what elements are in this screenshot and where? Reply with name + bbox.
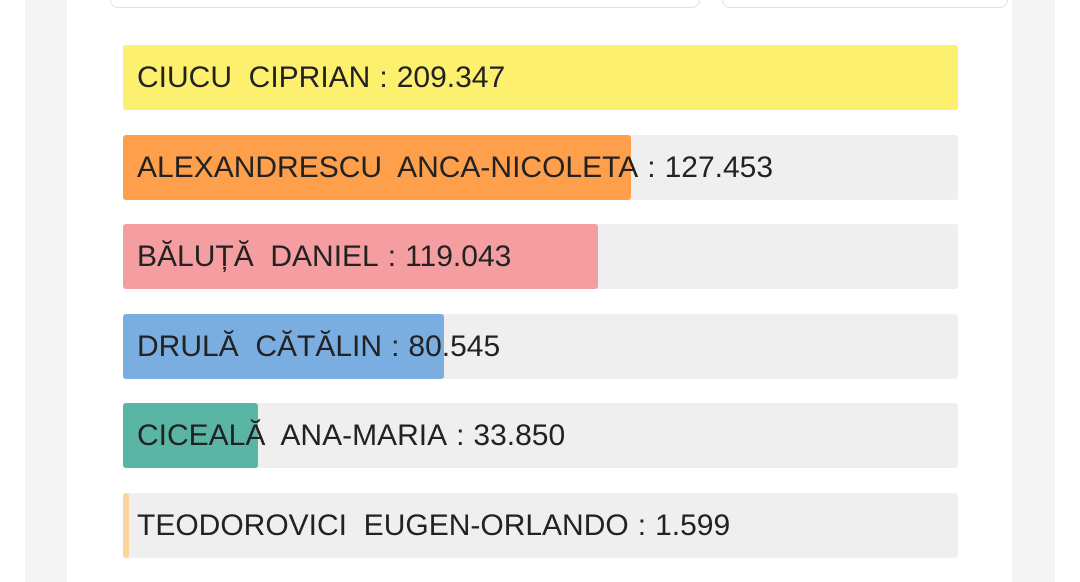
separator: : bbox=[379, 61, 388, 94]
candidate-name: DRULĂ CĂTĂLIN bbox=[137, 329, 383, 363]
value-label: 80.545 bbox=[408, 329, 501, 363]
bar bbox=[123, 45, 958, 110]
bar-label: TEODOROVICI EUGEN-ORLANDO:1.599 bbox=[137, 493, 730, 558]
bar-label: ALEXANDRESCU ANCA-NICOLETA:127.453 bbox=[137, 135, 773, 200]
bar-label: CIUCU CIPRIAN:209.347 bbox=[137, 45, 505, 110]
value-label: 209.347 bbox=[396, 61, 506, 94]
separator: : bbox=[647, 150, 656, 184]
bar bbox=[123, 492, 130, 558]
candidate-name: CIUCU CIPRIAN bbox=[137, 61, 371, 94]
bar-track: DRULĂ CĂTĂLIN:80.545 bbox=[123, 313, 958, 379]
separator: : bbox=[391, 329, 400, 363]
value-label: 127.453 bbox=[664, 150, 774, 184]
bar bbox=[123, 134, 632, 200]
bar-track: ALEXANDRESCU ANCA-NICOLETA:127.453 bbox=[123, 134, 958, 200]
bar bbox=[123, 313, 445, 379]
bar-track: BĂLUȚĂ DANIEL:119.043 bbox=[123, 224, 958, 289]
bar-track: CIUCU CIPRIAN:209.347 bbox=[123, 45, 958, 110]
tab[interactable] bbox=[110, 0, 700, 8]
value-label: 33.850 bbox=[473, 419, 566, 452]
bar bbox=[123, 224, 598, 289]
separator: : bbox=[456, 419, 465, 452]
candidate-name: TEODOROVICI EUGEN-ORLANDO bbox=[137, 508, 629, 542]
bar-label: CICEALĂ ANA-MARIA:33.850 bbox=[137, 403, 565, 468]
candidate-name: CICEALĂ ANA-MARIA bbox=[137, 419, 448, 452]
bar-label: DRULĂ CĂTĂLIN:80.545 bbox=[137, 314, 500, 379]
bar bbox=[123, 403, 258, 468]
bar-track: TEODOROVICI EUGEN-ORLANDO:1.599 bbox=[123, 492, 958, 558]
bar-track: CICEALĂ ANA-MARIA:33.850 bbox=[123, 403, 958, 468]
candidate-name: BĂLUȚĂ DANIEL bbox=[137, 240, 379, 273]
candidate-name: ALEXANDRESCU ANCA-NICOLETA bbox=[137, 150, 639, 184]
bar-label: BĂLUȚĂ DANIEL:119.043 bbox=[137, 224, 511, 289]
separator: : bbox=[387, 240, 397, 273]
separator: : bbox=[637, 508, 647, 542]
tab[interactable] bbox=[722, 0, 1008, 8]
value-label: 119.043 bbox=[405, 240, 512, 273]
value-label: 1.599 bbox=[655, 508, 731, 542]
